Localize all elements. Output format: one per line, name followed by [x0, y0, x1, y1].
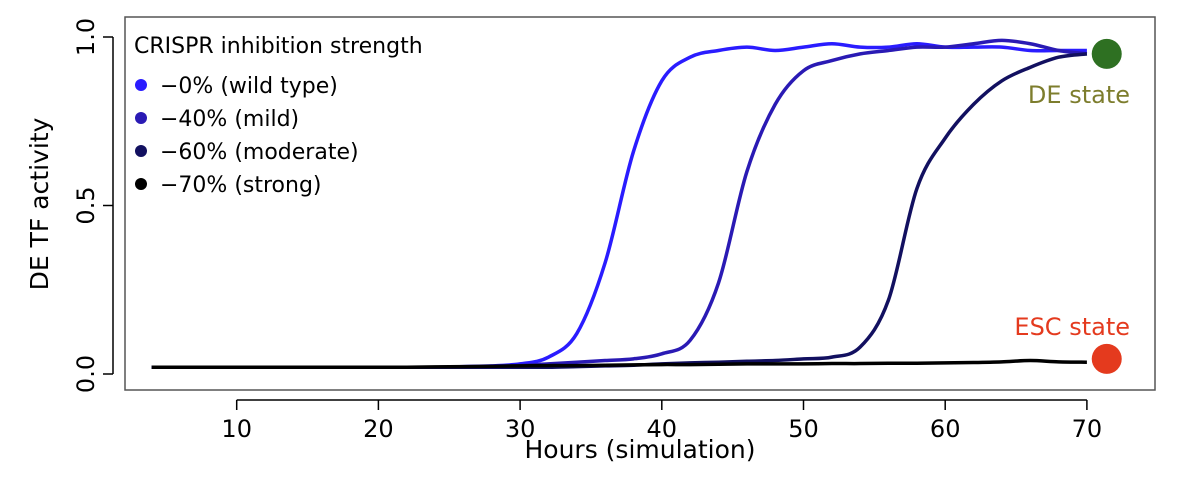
axes: 10 20 30 40 50 60 70 0.0 0.5 1.0 [72, 18, 1102, 443]
x-axis-label: Hours (simulation) [524, 435, 755, 464]
state-marker-0 [1091, 38, 1122, 69]
series-lines [151, 38, 1088, 370]
x-tick-label: 40 [647, 415, 678, 443]
legend-label-1: −40% (mild) [160, 107, 299, 132]
y-tick-label: 1.0 [72, 18, 100, 56]
legend-marker-3 [135, 178, 147, 190]
series-line-3 [151, 358, 1087, 370]
x-tick-label: 30 [505, 415, 536, 443]
legend-marker-0 [135, 79, 147, 91]
state-label-0: DE state [1028, 81, 1130, 109]
y-axis-label: DE TF activity [25, 117, 54, 290]
x-tick-label: 70 [1072, 415, 1103, 443]
x-tick-label: 10 [221, 415, 252, 443]
legend-label-2: −60% (moderate) [160, 140, 359, 165]
y-tick-label: 0.5 [72, 186, 100, 224]
legend-marker-2 [135, 145, 147, 157]
legend-title: CRISPR inhibition strength [134, 34, 423, 59]
y-tick-label: 0.0 [72, 355, 100, 393]
x-tick-label: 20 [363, 415, 394, 443]
legend-marker-1 [135, 112, 147, 124]
legend-label-0: −0% (wild type) [160, 74, 338, 99]
legend: CRISPR inhibition strength −0% (wild typ… [134, 34, 423, 198]
x-tick-label: 50 [788, 415, 819, 443]
legend-label-3: −70% (strong) [160, 173, 322, 198]
annotations: DE state ESC state [1014, 38, 1130, 374]
state-label-1: ESC state [1014, 313, 1130, 341]
state-marker-1 [1091, 343, 1122, 374]
plot-frame [124, 16, 1156, 391]
x-tick-label: 60 [930, 415, 961, 443]
